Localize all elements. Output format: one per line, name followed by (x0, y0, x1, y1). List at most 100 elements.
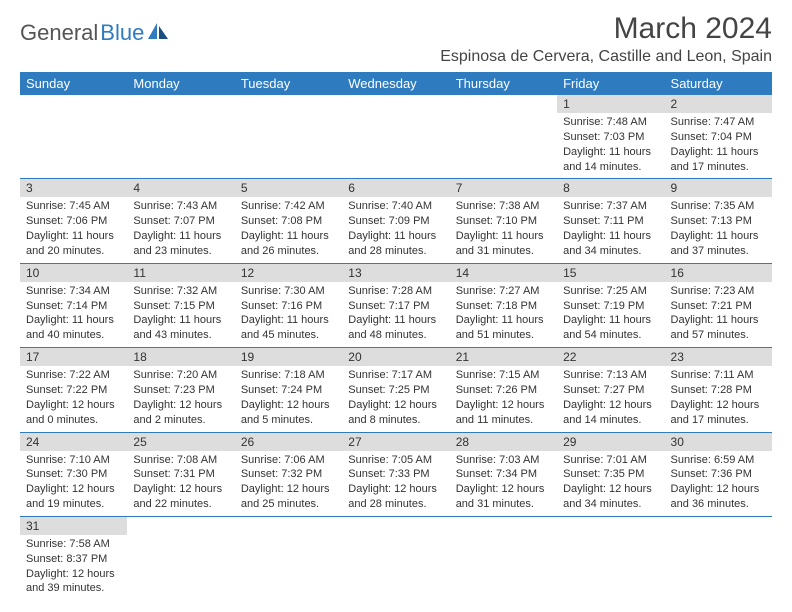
day-info-line: Daylight: 12 hours (241, 398, 336, 413)
day-info-line: Sunset: 7:33 PM (348, 467, 443, 482)
day-info-line: Daylight: 11 hours (348, 229, 443, 244)
day-info-line: Sunrise: 7:37 AM (563, 199, 658, 214)
calendar-cell (127, 95, 234, 179)
day-info-line: and 31 minutes. (456, 497, 551, 512)
weekday-saturday: Saturday (665, 72, 772, 95)
logo-text-blue: Blue (100, 20, 144, 46)
day-info: Sunrise: 7:27 AMSunset: 7:18 PMDaylight:… (450, 282, 557, 347)
day-info-line: Daylight: 12 hours (348, 482, 443, 497)
calendar-cell: 30Sunrise: 6:59 AMSunset: 7:36 PMDayligh… (665, 432, 772, 516)
day-info-line: Sunrise: 7:32 AM (133, 284, 228, 299)
calendar-week-row: 1Sunrise: 7:48 AMSunset: 7:03 PMDaylight… (20, 95, 772, 179)
day-info-line: and 45 minutes. (241, 328, 336, 343)
day-info-line: Sunrise: 7:34 AM (26, 284, 121, 299)
day-info: Sunrise: 7:15 AMSunset: 7:26 PMDaylight:… (450, 366, 557, 431)
day-number: 24 (20, 433, 127, 451)
calendar-cell: 28Sunrise: 7:03 AMSunset: 7:34 PMDayligh… (450, 432, 557, 516)
calendar-cell: 8Sunrise: 7:37 AMSunset: 7:11 PMDaylight… (557, 179, 664, 263)
day-number: 12 (235, 264, 342, 282)
calendar-cell: 24Sunrise: 7:10 AMSunset: 7:30 PMDayligh… (20, 432, 127, 516)
day-info-line: Daylight: 12 hours (26, 482, 121, 497)
calendar-cell: 19Sunrise: 7:18 AMSunset: 7:24 PMDayligh… (235, 348, 342, 432)
day-number: 3 (20, 179, 127, 197)
day-info-line: Sunrise: 7:03 AM (456, 453, 551, 468)
day-info: Sunrise: 7:47 AMSunset: 7:04 PMDaylight:… (665, 113, 772, 178)
day-info-line: Sunset: 7:21 PM (671, 299, 766, 314)
day-info-line: and 17 minutes. (671, 413, 766, 428)
day-info-line: Daylight: 11 hours (563, 313, 658, 328)
day-number: 10 (20, 264, 127, 282)
weekday-sunday: Sunday (20, 72, 127, 95)
day-number: 19 (235, 348, 342, 366)
day-info-line: Sunrise: 7:30 AM (241, 284, 336, 299)
day-info-line: Sunrise: 7:22 AM (26, 368, 121, 383)
day-info-line: Daylight: 12 hours (563, 482, 658, 497)
day-info-line: Sunset: 7:07 PM (133, 214, 228, 229)
calendar-cell (235, 95, 342, 179)
day-info-line: Sunset: 7:23 PM (133, 383, 228, 398)
day-number: 4 (127, 179, 234, 197)
day-number: 28 (450, 433, 557, 451)
day-number: 25 (127, 433, 234, 451)
day-info-line: Sunset: 7:14 PM (26, 299, 121, 314)
day-number: 18 (127, 348, 234, 366)
calendar-cell: 20Sunrise: 7:17 AMSunset: 7:25 PMDayligh… (342, 348, 449, 432)
day-info: Sunrise: 7:34 AMSunset: 7:14 PMDaylight:… (20, 282, 127, 347)
weekday-tuesday: Tuesday (235, 72, 342, 95)
day-info-line: Sunset: 7:16 PM (241, 299, 336, 314)
calendar-cell: 27Sunrise: 7:05 AMSunset: 7:33 PMDayligh… (342, 432, 449, 516)
day-info-line: Daylight: 11 hours (671, 229, 766, 244)
day-info-line: and 19 minutes. (26, 497, 121, 512)
day-info-line: Sunset: 8:37 PM (26, 552, 121, 567)
day-info-line: and 34 minutes. (563, 497, 658, 512)
calendar-cell: 2Sunrise: 7:47 AMSunset: 7:04 PMDaylight… (665, 95, 772, 179)
day-info: Sunrise: 7:23 AMSunset: 7:21 PMDaylight:… (665, 282, 772, 347)
day-info-line: Daylight: 12 hours (456, 398, 551, 413)
day-info-line: Sunrise: 7:13 AM (563, 368, 658, 383)
day-info-line: and 51 minutes. (456, 328, 551, 343)
logo-sail-icon (148, 23, 168, 39)
day-info-line: Sunrise: 7:01 AM (563, 453, 658, 468)
calendar-cell: 5Sunrise: 7:42 AMSunset: 7:08 PMDaylight… (235, 179, 342, 263)
day-info-line: Sunset: 7:09 PM (348, 214, 443, 229)
day-info: Sunrise: 7:48 AMSunset: 7:03 PMDaylight:… (557, 113, 664, 178)
day-number: 2 (665, 95, 772, 113)
day-info: Sunrise: 7:58 AMSunset: 8:37 PMDaylight:… (20, 535, 127, 600)
calendar-cell: 9Sunrise: 7:35 AMSunset: 7:13 PMDaylight… (665, 179, 772, 263)
day-info-line: Daylight: 12 hours (563, 398, 658, 413)
day-info: Sunrise: 7:25 AMSunset: 7:19 PMDaylight:… (557, 282, 664, 347)
day-info-line: Sunset: 7:35 PM (563, 467, 658, 482)
calendar-cell (450, 95, 557, 179)
day-number: 22 (557, 348, 664, 366)
day-number: 8 (557, 179, 664, 197)
day-info-line: Sunrise: 7:15 AM (456, 368, 551, 383)
day-info-line: and 57 minutes. (671, 328, 766, 343)
day-info-line: Sunset: 7:03 PM (563, 130, 658, 145)
day-info: Sunrise: 7:20 AMSunset: 7:23 PMDaylight:… (127, 366, 234, 431)
day-number: 6 (342, 179, 449, 197)
day-info: Sunrise: 7:42 AMSunset: 7:08 PMDaylight:… (235, 197, 342, 262)
day-info-line: and 26 minutes. (241, 244, 336, 259)
day-info: Sunrise: 7:38 AMSunset: 7:10 PMDaylight:… (450, 197, 557, 262)
day-number: 11 (127, 264, 234, 282)
day-info: Sunrise: 7:13 AMSunset: 7:27 PMDaylight:… (557, 366, 664, 431)
calendar-cell: 26Sunrise: 7:06 AMSunset: 7:32 PMDayligh… (235, 432, 342, 516)
day-info-line: Sunrise: 7:43 AM (133, 199, 228, 214)
day-info-line: Daylight: 11 hours (456, 229, 551, 244)
calendar-cell: 13Sunrise: 7:28 AMSunset: 7:17 PMDayligh… (342, 263, 449, 347)
day-info: Sunrise: 7:32 AMSunset: 7:15 PMDaylight:… (127, 282, 234, 347)
day-info-line: Daylight: 12 hours (133, 398, 228, 413)
day-info: Sunrise: 7:40 AMSunset: 7:09 PMDaylight:… (342, 197, 449, 262)
day-info-line: Daylight: 11 hours (671, 145, 766, 160)
day-number: 16 (665, 264, 772, 282)
day-info: Sunrise: 6:59 AMSunset: 7:36 PMDaylight:… (665, 451, 772, 516)
day-info-line: Sunset: 7:24 PM (241, 383, 336, 398)
day-info-line: Sunset: 7:30 PM (26, 467, 121, 482)
day-info-line: and 20 minutes. (26, 244, 121, 259)
day-info-line: Daylight: 11 hours (348, 313, 443, 328)
calendar-cell: 1Sunrise: 7:48 AMSunset: 7:03 PMDaylight… (557, 95, 664, 179)
day-info: Sunrise: 7:17 AMSunset: 7:25 PMDaylight:… (342, 366, 449, 431)
header: General Blue March 2024 Espinosa de Cerv… (20, 12, 772, 66)
calendar-table: Sunday Monday Tuesday Wednesday Thursday… (20, 72, 772, 600)
day-number: 23 (665, 348, 772, 366)
